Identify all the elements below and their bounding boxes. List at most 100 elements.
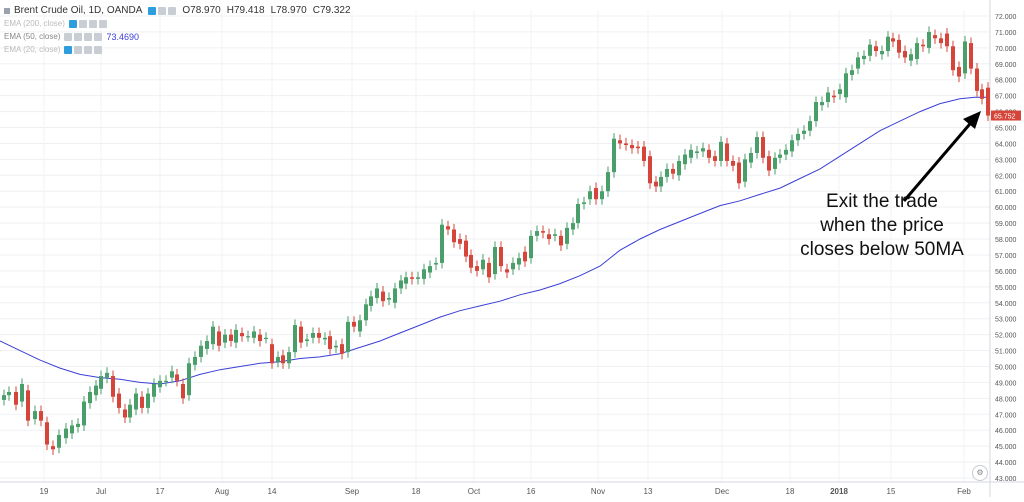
candle-body — [258, 334, 262, 341]
candle-body — [446, 226, 450, 230]
candle-body — [26, 390, 30, 421]
close-icon[interactable] — [84, 45, 93, 54]
settings-icon[interactable] — [74, 32, 83, 41]
candle-body — [571, 223, 575, 230]
candle-body — [45, 422, 49, 445]
candle-body — [70, 425, 74, 434]
indicator-ema200[interactable]: EMA (200, close) — [4, 17, 357, 30]
indicator-label: EMA (200, close) — [4, 18, 65, 28]
candle-body — [7, 391, 11, 396]
ohlc-low: L78.970 — [270, 4, 307, 16]
candle-body — [57, 434, 61, 448]
candle-body — [576, 203, 580, 224]
candle-body — [323, 337, 327, 340]
symbol-title: Brent Crude Oil, 1D, OANDA — [14, 4, 143, 16]
candle-body — [707, 149, 711, 158]
y-tick-label: 67.000 — [995, 94, 1017, 101]
candle-body — [565, 227, 569, 244]
candle-body — [517, 258, 521, 265]
y-tick-label: 48.000 — [995, 396, 1017, 403]
y-tick-label: 71.000 — [995, 30, 1017, 37]
candle-body — [328, 336, 332, 349]
candle-body — [862, 55, 866, 60]
settings-icon[interactable] — [78, 19, 87, 28]
ohlc-open: O78.970 — [182, 4, 221, 16]
settings-icon[interactable] — [74, 45, 83, 54]
x-tick-label: Dec — [715, 487, 729, 496]
candle-body — [128, 404, 132, 418]
settings-icon[interactable] — [158, 6, 167, 15]
close-icon[interactable] — [168, 6, 177, 15]
y-tick-label: 51.000 — [995, 349, 1017, 356]
y-tick-label: 63.000 — [995, 157, 1017, 164]
candle-body — [767, 156, 771, 171]
visibility-toggle-icon[interactable] — [68, 19, 77, 28]
annotation-line: closes below 50MA — [800, 239, 964, 260]
y-tick-label: 56.000 — [995, 269, 1017, 276]
x-tick-label: 2018 — [830, 487, 848, 496]
candle-body — [305, 339, 309, 341]
x-tick-label: 16 — [527, 487, 536, 496]
candle-body — [493, 247, 497, 275]
candle-body — [880, 51, 884, 55]
visibility-toggle-icon[interactable] — [148, 6, 157, 15]
candle-body — [790, 140, 794, 152]
more-icon[interactable] — [94, 45, 103, 54]
visibility-toggle-icon[interactable] — [64, 45, 73, 54]
candle-body — [886, 36, 890, 52]
candle-body — [648, 156, 652, 184]
candle-body — [659, 176, 663, 187]
candle-body — [725, 143, 729, 161]
candle-body — [642, 146, 646, 161]
candle-body — [264, 337, 268, 340]
y-tick-label: 43.000 — [995, 476, 1017, 483]
close-icon[interactable] — [84, 32, 93, 41]
candle-body — [334, 345, 338, 348]
more-icon[interactable] — [94, 32, 103, 41]
candle-body — [737, 162, 741, 184]
candle-body — [547, 234, 551, 240]
candle-body — [719, 141, 723, 161]
candle-body — [469, 254, 473, 268]
last-price-label: 65.752 — [994, 114, 1016, 121]
y-tick-label: 58.000 — [995, 237, 1017, 244]
candle-body — [606, 172, 610, 192]
visibility-toggle-icon[interactable] — [64, 32, 73, 41]
candle-body — [223, 334, 227, 343]
candle-body — [369, 296, 373, 306]
chart-settings-icon[interactable]: ⚙ — [972, 465, 988, 481]
candle-body — [475, 266, 479, 271]
y-tick-label: 68.000 — [995, 78, 1017, 85]
y-tick-label: 70.000 — [995, 46, 1017, 53]
candle-body — [82, 401, 86, 426]
candle-body — [481, 259, 485, 270]
candle-body — [146, 393, 150, 408]
candle-body — [311, 333, 315, 338]
candle-body — [170, 371, 174, 378]
candle-body — [358, 320, 362, 332]
y-tick-label: 62.000 — [995, 173, 1017, 180]
candle-body — [117, 393, 121, 408]
candle-body — [211, 326, 215, 345]
close-icon[interactable] — [88, 19, 97, 28]
candle-body — [963, 41, 967, 74]
candle-body — [612, 138, 616, 173]
symbol-header: Brent Crude Oil, 1D, OANDA O78.970 H79.4… — [4, 4, 357, 17]
candle-body — [375, 288, 379, 298]
y-tick-label: 59.000 — [995, 221, 1017, 228]
candle-body — [158, 380, 162, 388]
candle-body — [784, 149, 788, 155]
x-tick-label: Aug — [215, 487, 229, 496]
candle-body — [529, 235, 533, 259]
y-tick-label: 44.000 — [995, 460, 1017, 467]
candle-body — [387, 297, 391, 300]
y-tick-label: 55.000 — [995, 285, 1017, 292]
candle-body — [773, 157, 777, 169]
indicator-ema20[interactable]: EMA (20, close) — [4, 43, 357, 56]
candle-body — [199, 345, 203, 357]
indicator-ema50[interactable]: EMA (50, close) 73.4690 — [4, 30, 357, 43]
candle-body — [123, 409, 127, 418]
candle-body — [187, 363, 191, 396]
more-icon[interactable] — [98, 19, 107, 28]
candle-body — [802, 130, 806, 134]
